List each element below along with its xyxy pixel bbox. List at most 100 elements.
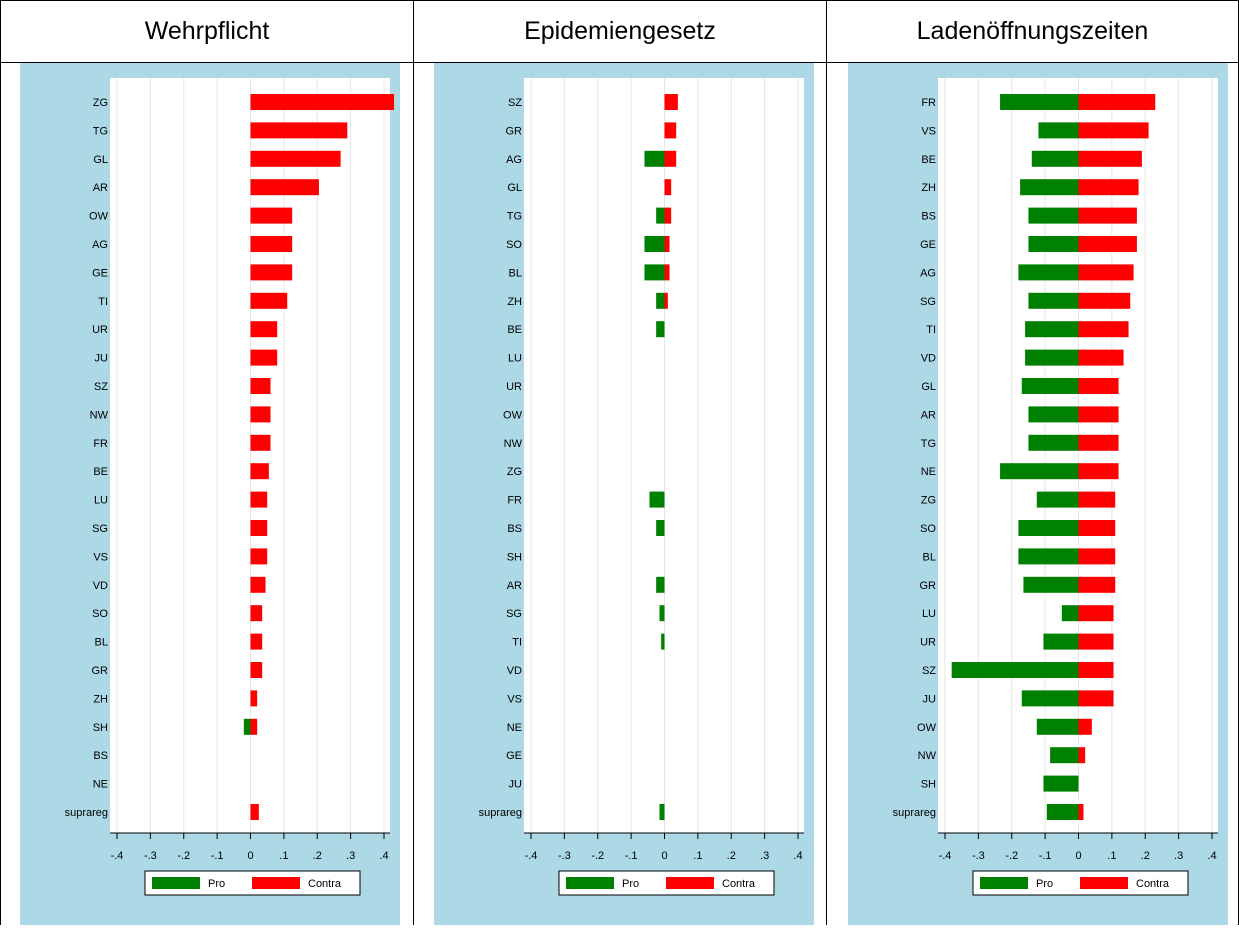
x-tick-label: .4 (1207, 850, 1216, 862)
bar-contra (250, 236, 293, 252)
bar-contra (250, 690, 258, 707)
bar-contra (250, 434, 271, 451)
bar-contra (250, 463, 269, 480)
category-label: SG (920, 296, 936, 308)
bar-contra (250, 378, 271, 394)
category-label: GE (92, 267, 108, 279)
x-tick-label: -.1 (211, 850, 224, 862)
category-label: UR (920, 637, 936, 649)
bar-contra (250, 122, 348, 139)
chart-wehrpflicht: -.4 -.3 -.2 -.1 0 .1 .2 .3 .4 ZG TG GL AR OW AG GE TI UR J… (65, 78, 395, 896)
bar-contra (250, 321, 278, 338)
category-label: TI (98, 296, 108, 308)
bar-pro (656, 321, 665, 338)
bar-pro (1023, 576, 1079, 593)
bar-contra (1078, 264, 1134, 281)
bar-contra (664, 236, 670, 252)
category-label: BS (93, 750, 108, 762)
bar-contra (250, 491, 268, 508)
category-label: VD (921, 353, 936, 365)
category-label: VS (507, 693, 522, 705)
bar-pro (243, 718, 251, 735)
bar-contra (1078, 463, 1119, 480)
category-label: AG (92, 239, 108, 251)
x-tick-label: -.3 (144, 850, 157, 862)
category-label: UR (92, 324, 108, 336)
category-label: SO (92, 608, 108, 620)
bar-pro (1025, 321, 1079, 338)
bar-contra (1078, 491, 1116, 508)
x-tick-label: -.1 (1039, 850, 1052, 862)
bar-contra (1078, 179, 1139, 196)
bar-pro (1038, 122, 1079, 139)
category-label: JU (95, 353, 109, 365)
header-epidemiengesetz: Epidemiengesetz (524, 17, 716, 45)
bar-contra (250, 520, 268, 536)
category-label: GL (507, 182, 522, 194)
legend-swatch-contra (1080, 877, 1128, 889)
bar-contra (1078, 292, 1131, 309)
category-label: OW (89, 211, 109, 223)
category-label: FR (921, 97, 936, 109)
bar-contra (250, 150, 341, 167)
bar-pro (1028, 236, 1079, 252)
legend-swatch-contra (252, 877, 300, 889)
bar-contra (664, 94, 678, 110)
bar-pro (1028, 406, 1079, 423)
bar-pro (1018, 548, 1079, 565)
bar-contra (1078, 150, 1142, 167)
category-label: ZG (921, 495, 936, 507)
category-label: SZ (922, 665, 936, 677)
bar-contra (250, 718, 258, 735)
bar-contra (664, 150, 677, 167)
category-label: GR (92, 665, 109, 677)
legend-swatch-pro (566, 877, 614, 889)
bar-contra (664, 122, 677, 139)
bar-contra (1078, 122, 1149, 139)
category-label: suprareg (65, 807, 108, 819)
bar-contra (1078, 576, 1116, 593)
category-label: SZ (94, 381, 108, 393)
chart-epidemiengesetz: -.4 -.3 -.2 -.1 0 .1 .2 .3 .4 SZ GR AG GL TG SO BL ZH BE L… (479, 78, 804, 896)
bar-pro (1021, 378, 1079, 394)
category-label: OW (503, 409, 523, 421)
category-label: SG (92, 523, 108, 535)
category-label: ZH (921, 182, 936, 194)
bar-pro (1028, 207, 1079, 224)
bar-pro (659, 605, 665, 622)
bar-contra (1078, 747, 1086, 764)
bar-contra (250, 264, 293, 281)
bar-pro (1036, 718, 1079, 735)
category-label: SG (506, 608, 522, 620)
bar-contra (250, 662, 263, 678)
bar-contra (1078, 633, 1114, 650)
bar-pro (1020, 179, 1079, 196)
header-ladenoeffnungszeiten: Ladenöffnungszeiten (916, 17, 1149, 45)
chart-panel-ladenoeffnungszeiten: -.4 -.3 -.2 -.1 0 .1 .2 .3 .4 FR VS BE ZH BS GE AG SG TI V… (848, 63, 1228, 925)
bar-pro (656, 576, 665, 593)
bar-pro (656, 520, 665, 536)
category-label: NE (507, 722, 522, 734)
category-label: AG (920, 267, 936, 279)
bar-contra (250, 633, 263, 650)
x-tick-label: .4 (379, 850, 388, 862)
category-label: BL (509, 267, 522, 279)
category-label: TG (507, 211, 522, 223)
bar-contra (250, 804, 259, 820)
legend-label-pro: Pro (208, 878, 225, 890)
x-tick-label: .1 (693, 850, 702, 862)
category-label: NW (504, 438, 523, 450)
x-tick-label: 0 (1075, 850, 1081, 862)
bar-pro (1046, 804, 1079, 820)
x-tick-label: -.4 (525, 850, 538, 862)
category-label: GE (920, 239, 936, 251)
category-label: ZH (93, 693, 108, 705)
category-label: VS (93, 551, 108, 563)
category-label: SO (506, 239, 522, 251)
chart-panel-wehrpflicht: -.4 -.3 -.2 -.1 0 .1 .2 .3 .4 ZG TG GL AR OW AG GE TI UR J… (20, 63, 400, 925)
bar-contra (1078, 378, 1119, 394)
x-tick-label: -.4 (939, 850, 952, 862)
legend-swatch-contra (666, 877, 714, 889)
bar-contra (1078, 94, 1156, 110)
category-label: SH (93, 722, 108, 734)
